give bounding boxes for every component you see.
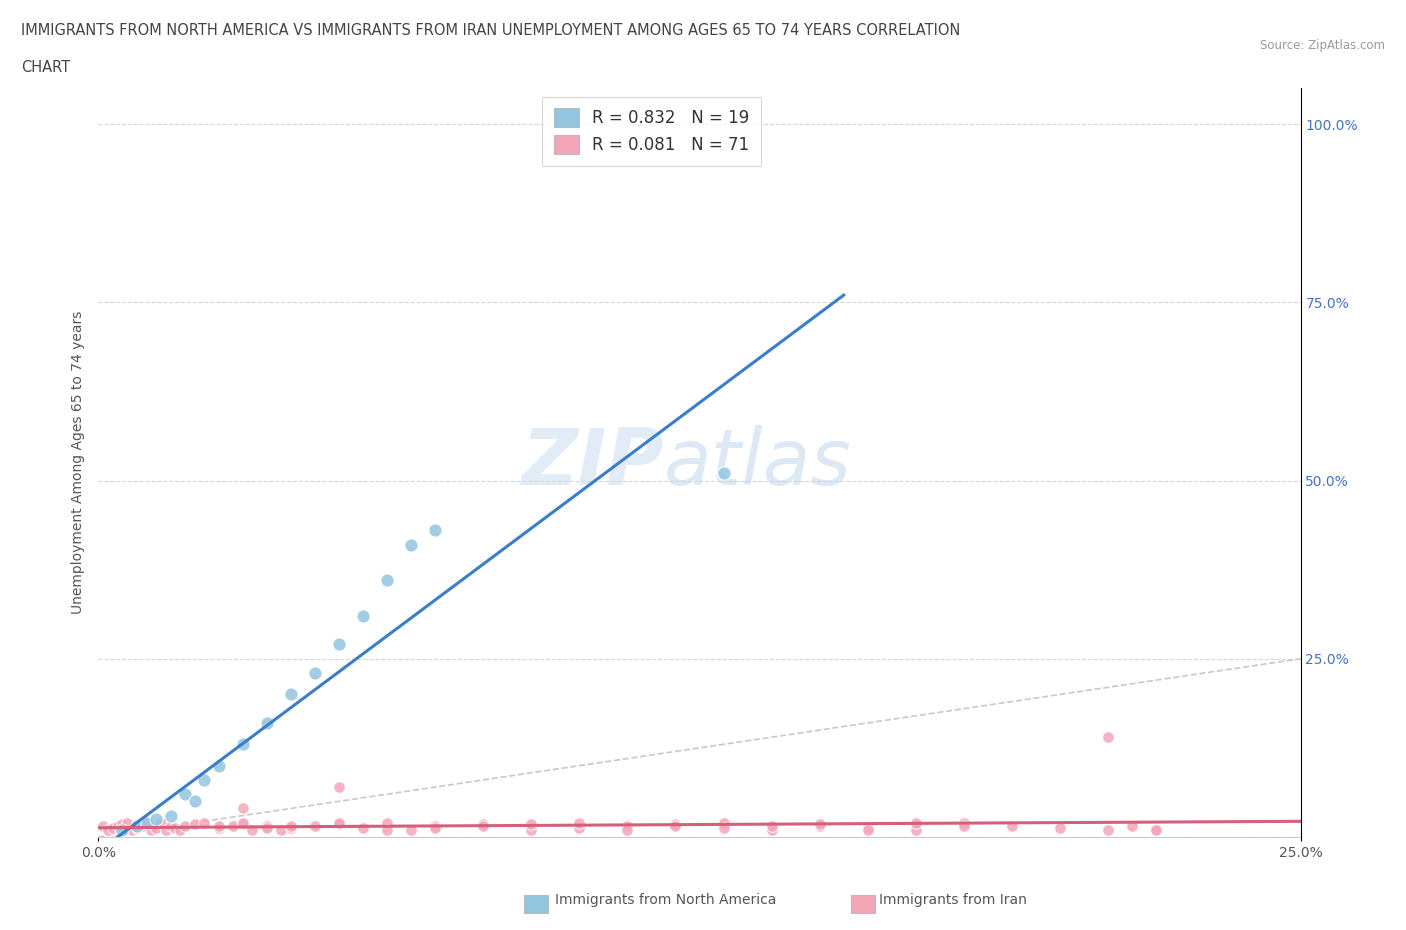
Point [107, 819, 129, 834]
Text: ZIP: ZIP [522, 425, 664, 500]
Point [713, 466, 735, 481]
Point [1049, 821, 1071, 836]
Point [208, 819, 231, 834]
Point [145, 812, 167, 827]
Point [904, 816, 927, 830]
Point [183, 817, 205, 831]
Y-axis label: Unemployment Among Ages 65 to 74 years: Unemployment Among Ages 65 to 74 years [72, 311, 86, 615]
Point [808, 817, 831, 831]
Point [423, 821, 446, 836]
Text: Source: ZipAtlas.com: Source: ZipAtlas.com [1260, 39, 1385, 52]
Point [193, 773, 215, 788]
Point [304, 666, 326, 681]
Point [953, 819, 976, 834]
Point [256, 821, 278, 836]
Point [135, 816, 157, 830]
Text: Immigrants from North America: Immigrants from North America [555, 893, 776, 907]
Point [222, 819, 245, 834]
Point [149, 816, 172, 830]
Point [131, 819, 153, 834]
Text: atlas: atlas [664, 425, 851, 500]
Point [423, 523, 446, 538]
Legend: R = 0.832   N = 19, R = 0.081   N = 71: R = 0.832 N = 19, R = 0.081 N = 71 [541, 97, 761, 166]
Text: IMMIGRANTS FROM NORTH AMERICA VS IMMIGRANTS FROM IRAN UNEMPLOYMENT AMONG AGES 65: IMMIGRANTS FROM NORTH AMERICA VS IMMIGRA… [21, 23, 960, 38]
Point [953, 816, 976, 830]
Point [568, 821, 591, 836]
Point [256, 715, 278, 730]
Point [423, 819, 446, 834]
Point [232, 817, 254, 831]
Point [174, 787, 197, 802]
Point [121, 822, 143, 837]
Point [135, 817, 157, 831]
Point [1121, 819, 1143, 834]
Point [616, 822, 638, 837]
Point [193, 816, 215, 830]
Point [352, 821, 374, 836]
Text: CHART: CHART [21, 60, 70, 75]
Point [159, 819, 181, 834]
Point [1001, 819, 1024, 834]
Point [280, 819, 302, 834]
Point [125, 819, 148, 834]
Point [664, 817, 686, 831]
Point [91, 819, 114, 834]
Point [520, 822, 543, 837]
Point [568, 816, 591, 830]
Point [616, 819, 638, 834]
Point [713, 821, 735, 836]
Point [664, 819, 686, 834]
Point [280, 687, 302, 702]
Point [208, 758, 231, 773]
Point [375, 822, 398, 837]
Point [141, 822, 163, 837]
Point [111, 817, 134, 831]
Point [232, 801, 254, 816]
Point [352, 608, 374, 623]
Point [328, 637, 350, 652]
Point [280, 821, 302, 836]
Point [904, 822, 927, 837]
Point [270, 822, 292, 837]
Point [472, 819, 495, 834]
Point [145, 821, 167, 836]
Point [169, 822, 191, 837]
Point [125, 821, 148, 836]
Point [111, 822, 134, 837]
Point [328, 816, 350, 830]
Point [808, 819, 831, 834]
Point [165, 821, 187, 836]
Point [761, 819, 783, 834]
Point [232, 737, 254, 751]
Point [1144, 822, 1167, 837]
Point [1144, 822, 1167, 837]
Point [117, 816, 139, 830]
Point [1097, 730, 1119, 745]
Point [713, 816, 735, 830]
Point [101, 821, 124, 836]
Point [856, 822, 879, 837]
Point [240, 822, 263, 837]
Point [328, 817, 350, 831]
Point [97, 822, 120, 837]
Point [328, 779, 350, 794]
Point [155, 822, 177, 837]
Point [472, 817, 495, 831]
Point [761, 822, 783, 837]
Point [208, 821, 231, 836]
Point [375, 573, 398, 588]
Point [159, 808, 181, 823]
Point [399, 822, 422, 837]
Point [520, 817, 543, 831]
Point [232, 816, 254, 830]
Point [174, 819, 197, 834]
Point [856, 821, 879, 836]
Point [304, 819, 326, 834]
Point [399, 538, 422, 552]
Point [1097, 822, 1119, 837]
Point [256, 819, 278, 834]
Point [375, 816, 398, 830]
Point [183, 794, 205, 809]
Text: Immigrants from Iran: Immigrants from Iran [879, 893, 1026, 907]
